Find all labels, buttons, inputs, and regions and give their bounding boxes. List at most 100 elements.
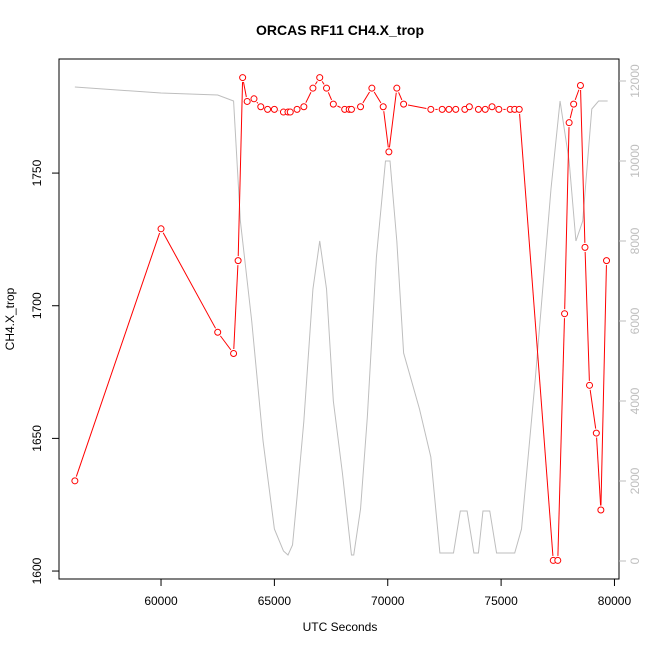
ch4-point bbox=[554, 556, 562, 564]
ch4-series bbox=[71, 74, 611, 564]
ch4-point bbox=[379, 103, 387, 111]
x-tick-label: 80000 bbox=[598, 594, 632, 608]
ch4-segment bbox=[596, 437, 602, 506]
ch4-point bbox=[329, 100, 337, 108]
ch4-point bbox=[586, 381, 594, 389]
ch4-segment bbox=[75, 232, 161, 477]
ch4-point bbox=[243, 97, 251, 105]
y2-tick-label: 10000 bbox=[628, 144, 642, 178]
altitude-series bbox=[74, 86, 608, 556]
ch4-point bbox=[157, 225, 165, 233]
ch4-segment bbox=[519, 113, 554, 556]
ch4-segment bbox=[162, 232, 216, 329]
ch4-segment bbox=[256, 101, 259, 104]
ch4-point bbox=[286, 108, 294, 116]
ch4-point bbox=[515, 105, 523, 113]
altitude-line bbox=[74, 86, 608, 556]
ch4-segment bbox=[237, 82, 244, 257]
ch4-point bbox=[250, 95, 258, 103]
ch4-segment bbox=[373, 91, 382, 104]
ch4-point bbox=[481, 105, 489, 113]
ch4-segment bbox=[337, 105, 341, 108]
ch4-segment bbox=[233, 265, 239, 350]
plot-frame bbox=[58, 58, 620, 580]
ch4-segment bbox=[362, 91, 370, 104]
y2-tick-label: 6000 bbox=[628, 307, 642, 334]
ch4-point bbox=[603, 257, 611, 265]
ch4-segment bbox=[584, 251, 590, 381]
ch4-point bbox=[347, 105, 355, 113]
ch4-point bbox=[309, 84, 317, 92]
ch4-segment bbox=[383, 111, 389, 148]
ch4-point bbox=[357, 103, 365, 111]
ch4-point bbox=[234, 257, 242, 265]
y-tick-label: 1750 bbox=[30, 159, 44, 186]
y-axis: 1600 1650 1700 1750 bbox=[30, 159, 59, 584]
ch4-point bbox=[561, 310, 569, 318]
ch4-point bbox=[71, 477, 79, 485]
ch4-point bbox=[264, 105, 272, 113]
y-tick-label: 1700 bbox=[30, 292, 44, 319]
chart-title: ORCAS RF11 CH4.X_trop bbox=[256, 22, 424, 38]
ch4-segment bbox=[407, 104, 427, 110]
ch4-point bbox=[300, 103, 308, 111]
ch4-point bbox=[495, 105, 503, 113]
secondary-y-axis: 0 2000 4000 6000 8000 10000 12000 bbox=[619, 64, 642, 564]
x-tick-label: 70000 bbox=[371, 594, 405, 608]
y2-tick-label: 2000 bbox=[628, 467, 642, 494]
ch4-point bbox=[465, 103, 473, 111]
ch4-point bbox=[400, 100, 408, 108]
ch4-point bbox=[488, 103, 496, 111]
ch4-segment bbox=[242, 81, 247, 98]
ch4-point bbox=[230, 349, 238, 357]
x-axis: 60000 65000 70000 75000 80000 bbox=[144, 579, 631, 608]
ch4-segment bbox=[569, 108, 574, 119]
ch4-point bbox=[393, 84, 401, 92]
ch4-point bbox=[474, 105, 482, 113]
ch4-segment bbox=[327, 92, 333, 101]
y-axis-label: CH4.X_trop bbox=[3, 287, 17, 350]
ch4-segment bbox=[305, 92, 312, 103]
ch4-point bbox=[592, 429, 600, 437]
ch4-point bbox=[239, 74, 247, 82]
ch4-segment bbox=[314, 81, 318, 85]
x-axis-label: UTC Seconds bbox=[303, 620, 378, 634]
y2-tick-label: 8000 bbox=[628, 227, 642, 254]
ch4-point bbox=[293, 105, 301, 113]
ch4-point bbox=[438, 105, 446, 113]
ch4-point bbox=[316, 74, 324, 82]
ch4-point bbox=[581, 243, 589, 251]
x-tick-label: 75000 bbox=[484, 594, 518, 608]
ch4-segment bbox=[574, 89, 580, 101]
ch4-point bbox=[452, 105, 460, 113]
x-tick-label: 65000 bbox=[258, 594, 292, 608]
ch4-point bbox=[570, 100, 578, 108]
ch4-segment bbox=[600, 265, 607, 506]
ch4-segment bbox=[388, 92, 397, 148]
ch4-point bbox=[368, 84, 376, 92]
x-tick-label: 60000 bbox=[144, 594, 178, 608]
ch4-point bbox=[214, 328, 222, 336]
ch4-point bbox=[270, 105, 278, 113]
ch4-segment bbox=[557, 318, 565, 556]
ch4-point bbox=[385, 148, 393, 156]
y-tick-label: 1600 bbox=[30, 557, 44, 584]
ch4-segment bbox=[321, 81, 325, 85]
y2-tick-label: 4000 bbox=[628, 387, 642, 414]
y2-tick-label: 0 bbox=[628, 557, 642, 564]
ch4-point bbox=[445, 105, 453, 113]
ch4-segment bbox=[398, 92, 403, 101]
ch4-point bbox=[323, 84, 331, 92]
ch4-point bbox=[427, 105, 435, 113]
ch4-segment bbox=[589, 389, 597, 429]
y-tick-label: 1650 bbox=[30, 425, 44, 452]
ch4-point bbox=[576, 82, 584, 90]
y2-tick-label: 12000 bbox=[628, 64, 642, 98]
ch4-point bbox=[257, 103, 265, 111]
ch4-segment bbox=[219, 335, 232, 351]
ch4-segment bbox=[580, 90, 586, 243]
ch4-point bbox=[565, 119, 573, 127]
ch4-point bbox=[597, 506, 605, 514]
ch4-segment bbox=[564, 127, 570, 310]
